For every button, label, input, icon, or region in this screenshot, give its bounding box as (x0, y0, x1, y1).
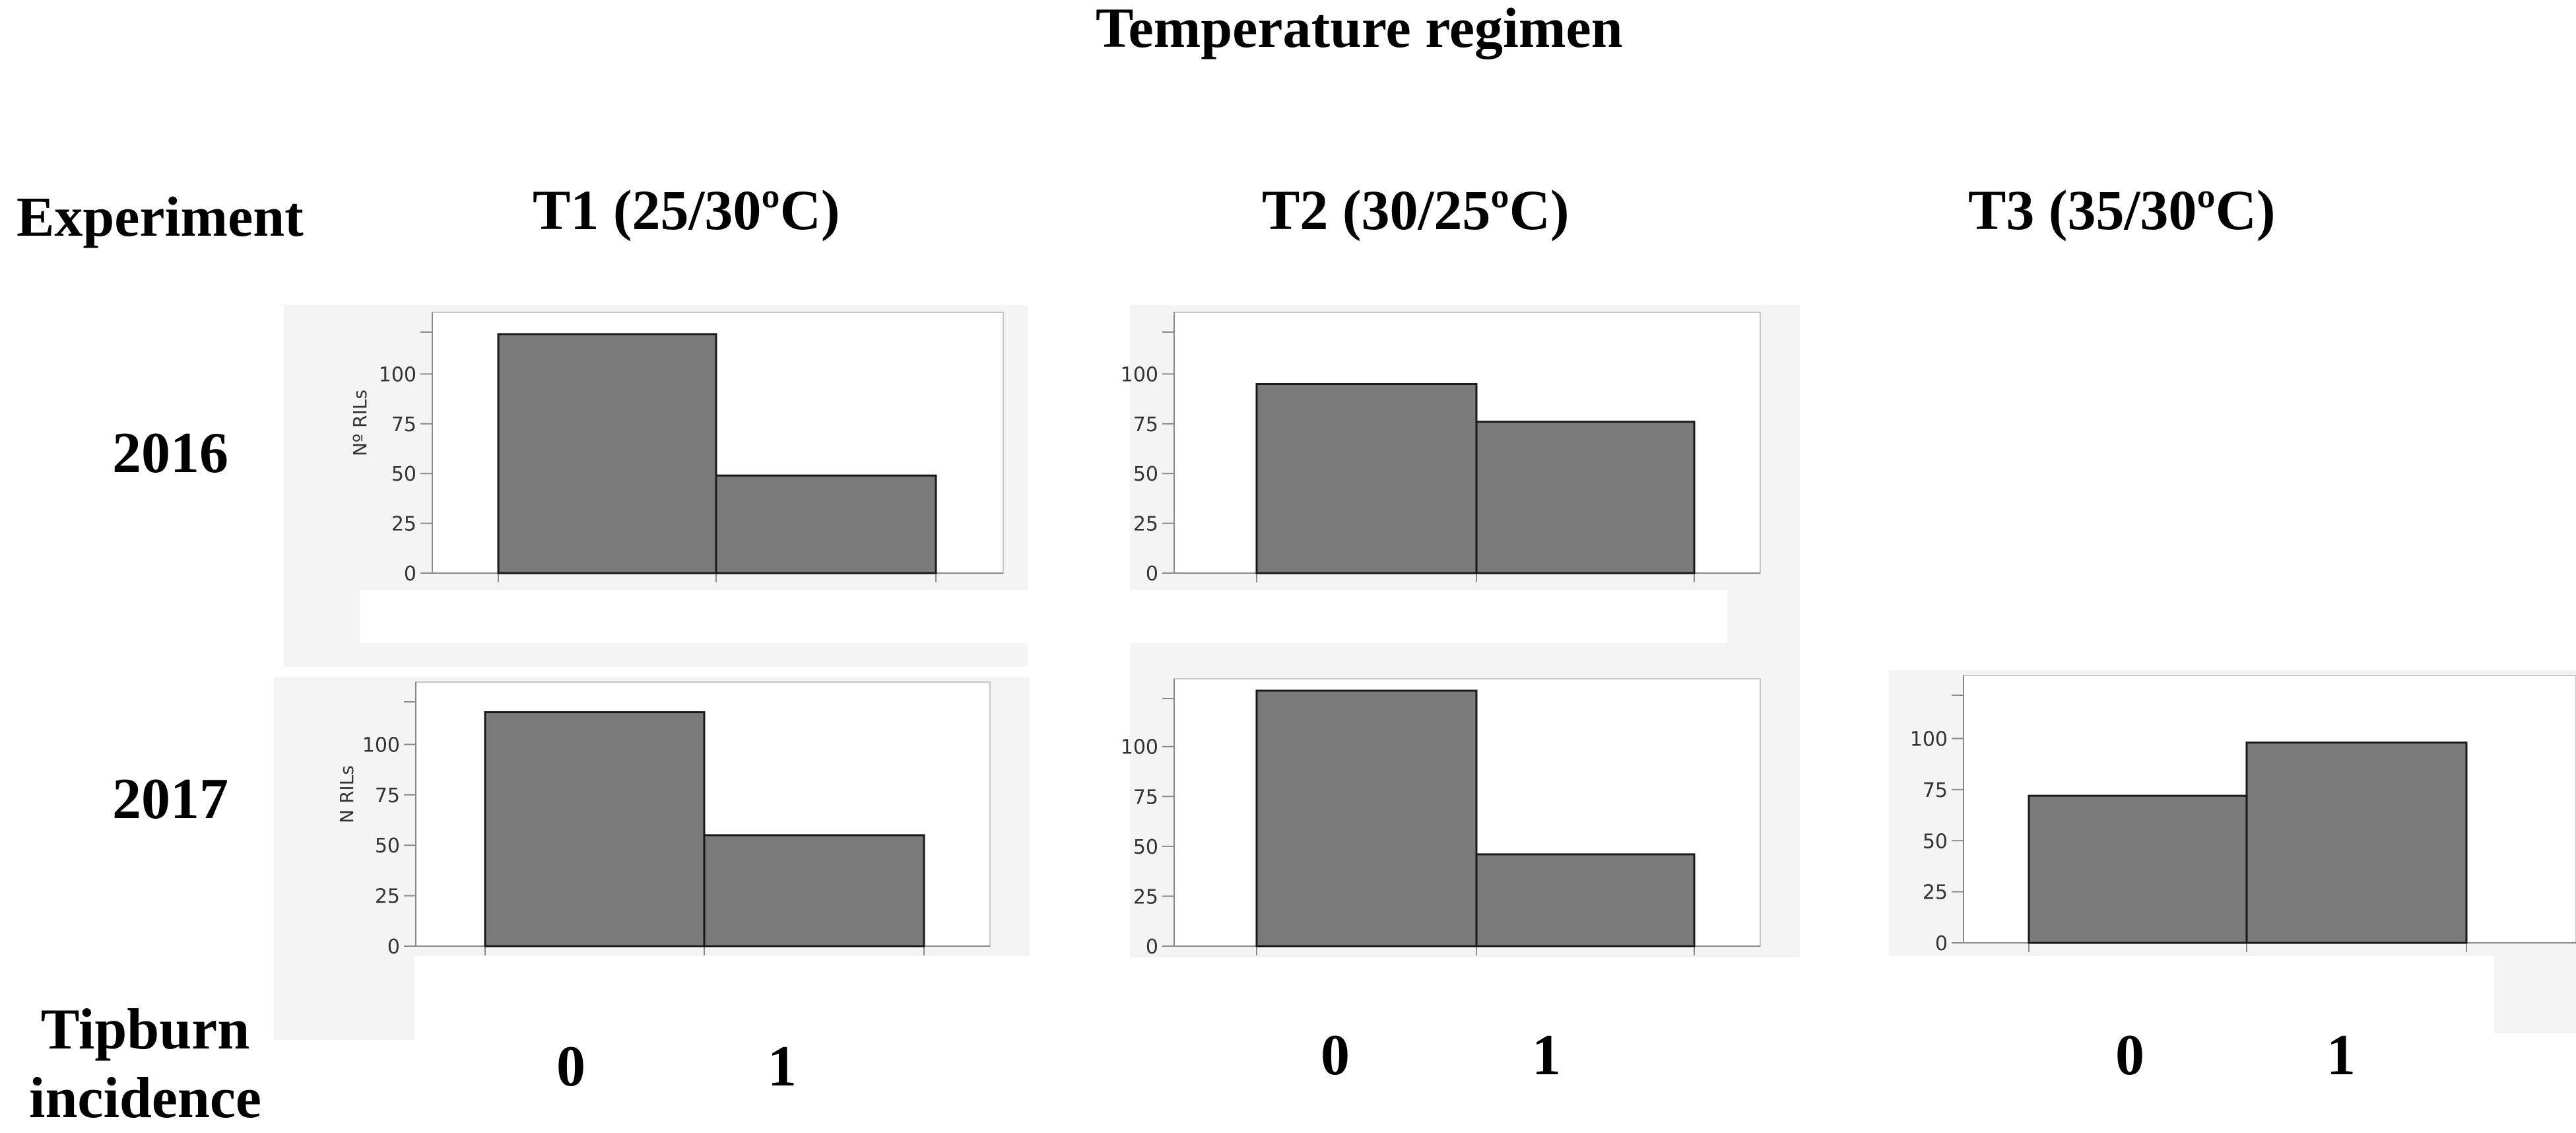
column-title-t3: T3 (35/30ºC) (1968, 178, 2276, 242)
chart-2017-t2: 0 25 50 75 100 (1121, 678, 1761, 959)
y-tick-label: 0 (1146, 936, 1158, 959)
bar-0 (497, 333, 717, 574)
y-tick-label: 25 (1133, 885, 1158, 909)
bar-0 (2028, 794, 2248, 944)
y-tick-label: 25 (1133, 513, 1158, 536)
category-label-t2-0: 0 (1321, 1023, 1350, 1087)
y-tick-label: 50 (1133, 836, 1158, 859)
chart-2016-t1: 0 25 50 75 100 Nº RILs (349, 312, 1004, 586)
category-label-t2-1: 1 (1532, 1023, 1561, 1087)
y-tick-label: 75 (1133, 413, 1158, 436)
y-tick-label: 100 (1910, 728, 1948, 751)
y-tick-label: 75 (375, 784, 400, 807)
category-label-t1-1: 1 (768, 1035, 797, 1099)
category-label-t3-0: 0 (2115, 1023, 2144, 1087)
chart-2016-t2: 0 25 50 75 100 (1121, 312, 1761, 586)
y-tick-label: 50 (391, 463, 416, 486)
bar-1 (1475, 421, 1696, 574)
y-tick-label: 0 (1935, 932, 1948, 955)
x-axis-label: Tipburn incidence (13, 996, 277, 1133)
y-tick-label: 100 (379, 363, 416, 386)
column-title-t2: T2 (30/25ºC) (1262, 178, 1569, 242)
bar-1 (715, 474, 937, 574)
bar-1 (703, 834, 925, 947)
y-tick-label: 50 (1923, 830, 1948, 853)
y-axis-label: Nº RILs (349, 390, 371, 456)
y-tick-label: 0 (404, 563, 416, 586)
row-label-2016: 2016 (112, 421, 228, 485)
panel-strip-2016-t2 (1130, 590, 1727, 643)
x-axis-label-text: Tipburn incidence (29, 998, 261, 1130)
bar-1 (2245, 741, 2468, 944)
row-header: Experiment (17, 185, 304, 248)
bar-0 (1255, 689, 1478, 947)
category-label-t1-0: 0 (556, 1035, 585, 1099)
y-tick-label: 75 (1133, 786, 1158, 809)
y-tick-label: 100 (362, 734, 400, 757)
y-axis-label: N RILs (336, 765, 358, 823)
category-label-t3-1: 1 (2327, 1023, 2356, 1087)
y-tick-label: 100 (1121, 363, 1158, 386)
y-tick-label: 75 (391, 413, 416, 436)
row-label-2017: 2017 (112, 767, 228, 831)
chart-2017-t3: 0 25 50 75 100 (1910, 675, 2576, 955)
panel-strip-2017-t3 (1889, 956, 2494, 1033)
panel-strip-2017-t1 (414, 956, 1030, 1040)
y-tick-label: 100 (1121, 736, 1158, 759)
figure-header: Temperature regimen (1096, 0, 1623, 59)
y-tick-label: 50 (1133, 463, 1158, 486)
y-tick-label: 25 (391, 513, 416, 536)
y-tick-label: 75 (1923, 779, 1948, 802)
bar-0 (484, 711, 706, 947)
panel-strip-2016-t1 (360, 590, 1028, 643)
bar-1 (1475, 853, 1696, 947)
y-tick-label: 0 (387, 936, 400, 959)
y-tick-label: 0 (1146, 563, 1158, 586)
y-tick-label: 25 (1923, 881, 1948, 905)
column-title-t1: T1 (25/30ºC) (533, 178, 840, 242)
y-tick-label: 25 (375, 885, 400, 909)
y-tick-label: 50 (375, 835, 400, 858)
bar-0 (1255, 383, 1478, 574)
